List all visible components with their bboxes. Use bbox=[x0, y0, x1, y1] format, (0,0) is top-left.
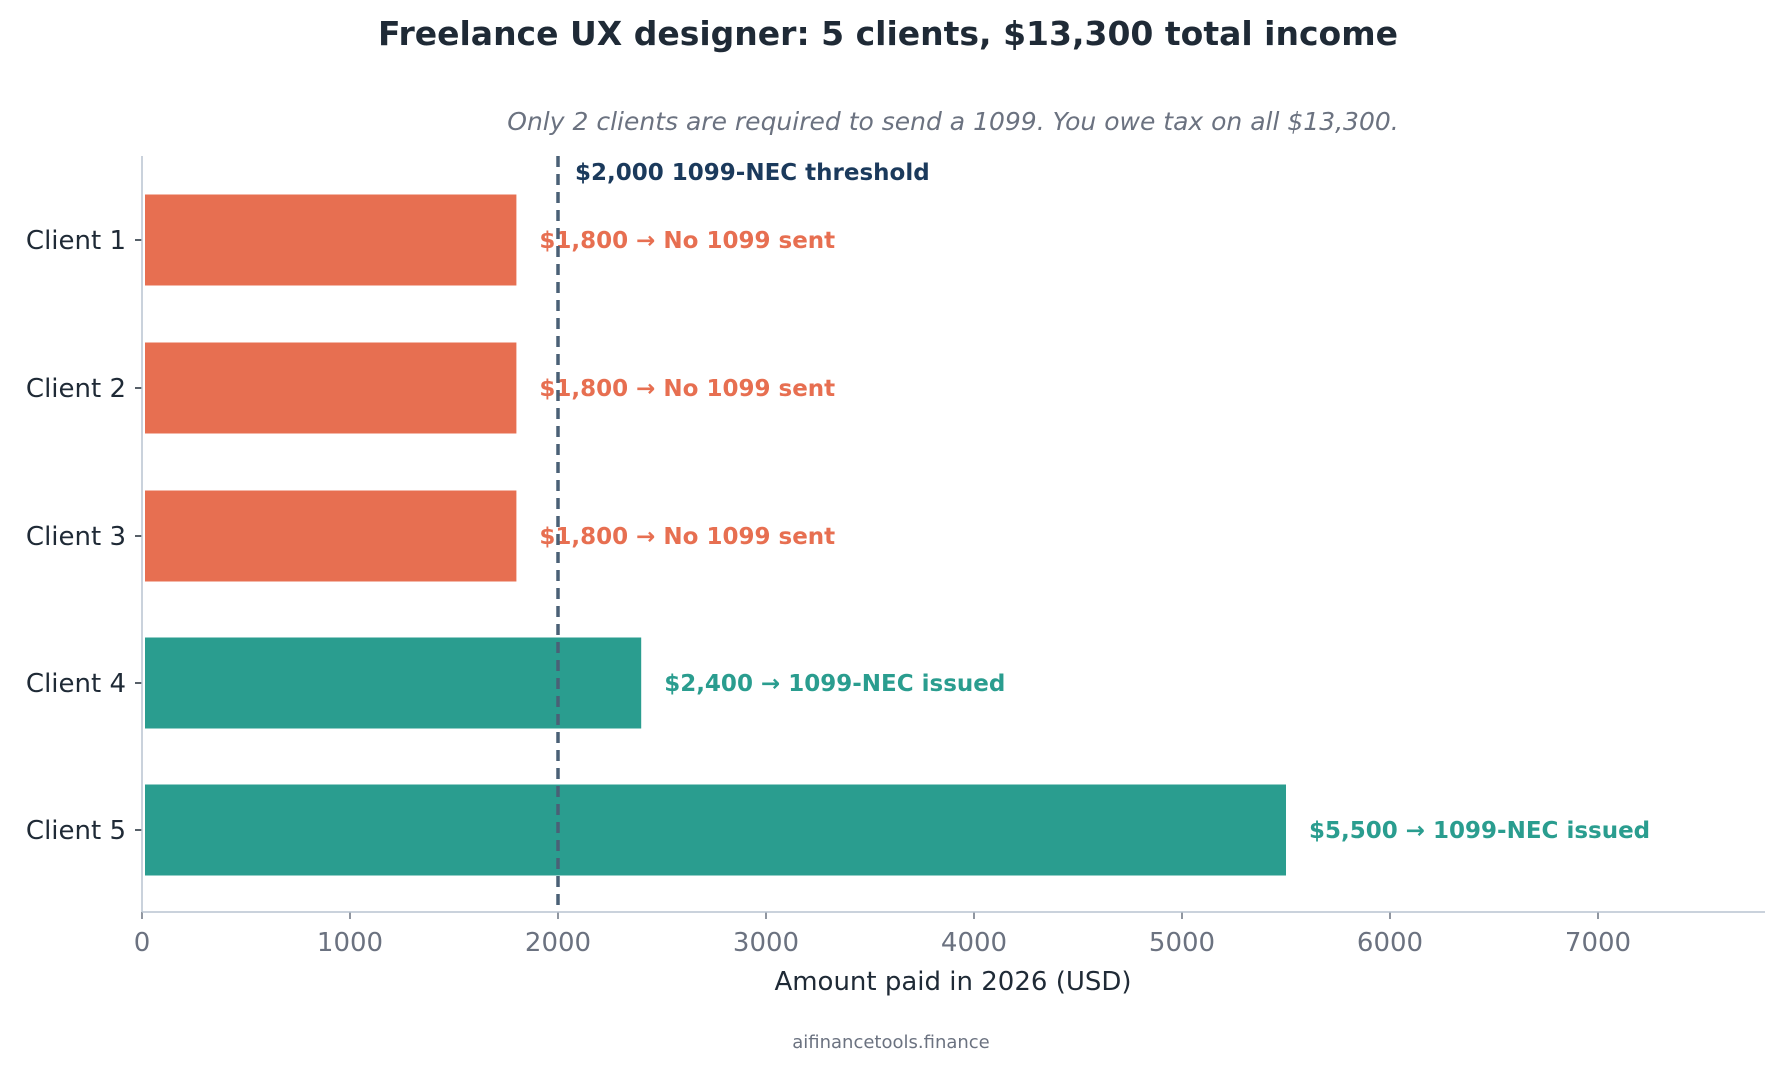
y-tick-label-client-4: Client 4 bbox=[26, 669, 126, 699]
x-tick-label-1000: 1000 bbox=[317, 928, 383, 958]
bar-client-5 bbox=[145, 784, 1286, 876]
footer-source: aifinancetools.finance bbox=[792, 1032, 990, 1053]
x-axis-ticks: 0 1000 2000 3000 4000 5000 6000 7000 bbox=[134, 912, 1631, 958]
bar-client-3 bbox=[145, 490, 517, 582]
bar-client-2 bbox=[145, 342, 517, 434]
x-tick-label-7000: 7000 bbox=[1565, 928, 1631, 958]
x-tick-label-0: 0 bbox=[134, 928, 151, 958]
bar-value-label-client-5: $5,500 → 1099-NEC issued bbox=[1309, 818, 1650, 844]
y-tick-label-client-2: Client 2 bbox=[26, 374, 126, 404]
chart-subtitle: Only 2 clients are required to send a 10… bbox=[507, 107, 1398, 136]
y-tick-label-client-1: Client 1 bbox=[26, 226, 126, 256]
bar-client-4 bbox=[145, 637, 642, 729]
x-tick-label-4000: 4000 bbox=[941, 928, 1007, 958]
bar-value-label-client-2: $1,800 → No 1099 sent bbox=[539, 376, 835, 402]
x-tick-label-6000: 6000 bbox=[1357, 928, 1423, 958]
bar-value-label-client-4: $2,400 → 1099-NEC issued bbox=[664, 671, 1005, 697]
bar-value-label-client-1: $1,800 → No 1099 sent bbox=[539, 228, 835, 254]
y-axis-ticks: Client 1 Client 2 Client 3 Client 4 Client 5 bbox=[26, 226, 142, 846]
x-tick-label-5000: 5000 bbox=[1149, 928, 1215, 958]
x-axis-title: Amount paid in 2026 (USD) bbox=[774, 967, 1131, 997]
chart-title: Freelance UX designer: 5 clients, $13,30… bbox=[378, 14, 1398, 53]
x-tick-label-3000: 3000 bbox=[733, 928, 799, 958]
bar-client-1 bbox=[145, 194, 517, 286]
x-tick-label-2000: 2000 bbox=[525, 928, 591, 958]
y-tick-label-client-3: Client 3 bbox=[26, 522, 126, 552]
bar-labels-group: $1,800 → No 1099 sent $1,800 → No 1099 se… bbox=[539, 228, 1650, 844]
bar-value-label-client-3: $1,800 → No 1099 sent bbox=[539, 524, 835, 550]
threshold-label: $2,000 1099-NEC threshold bbox=[575, 160, 930, 186]
y-tick-label-client-5: Client 5 bbox=[26, 816, 126, 846]
